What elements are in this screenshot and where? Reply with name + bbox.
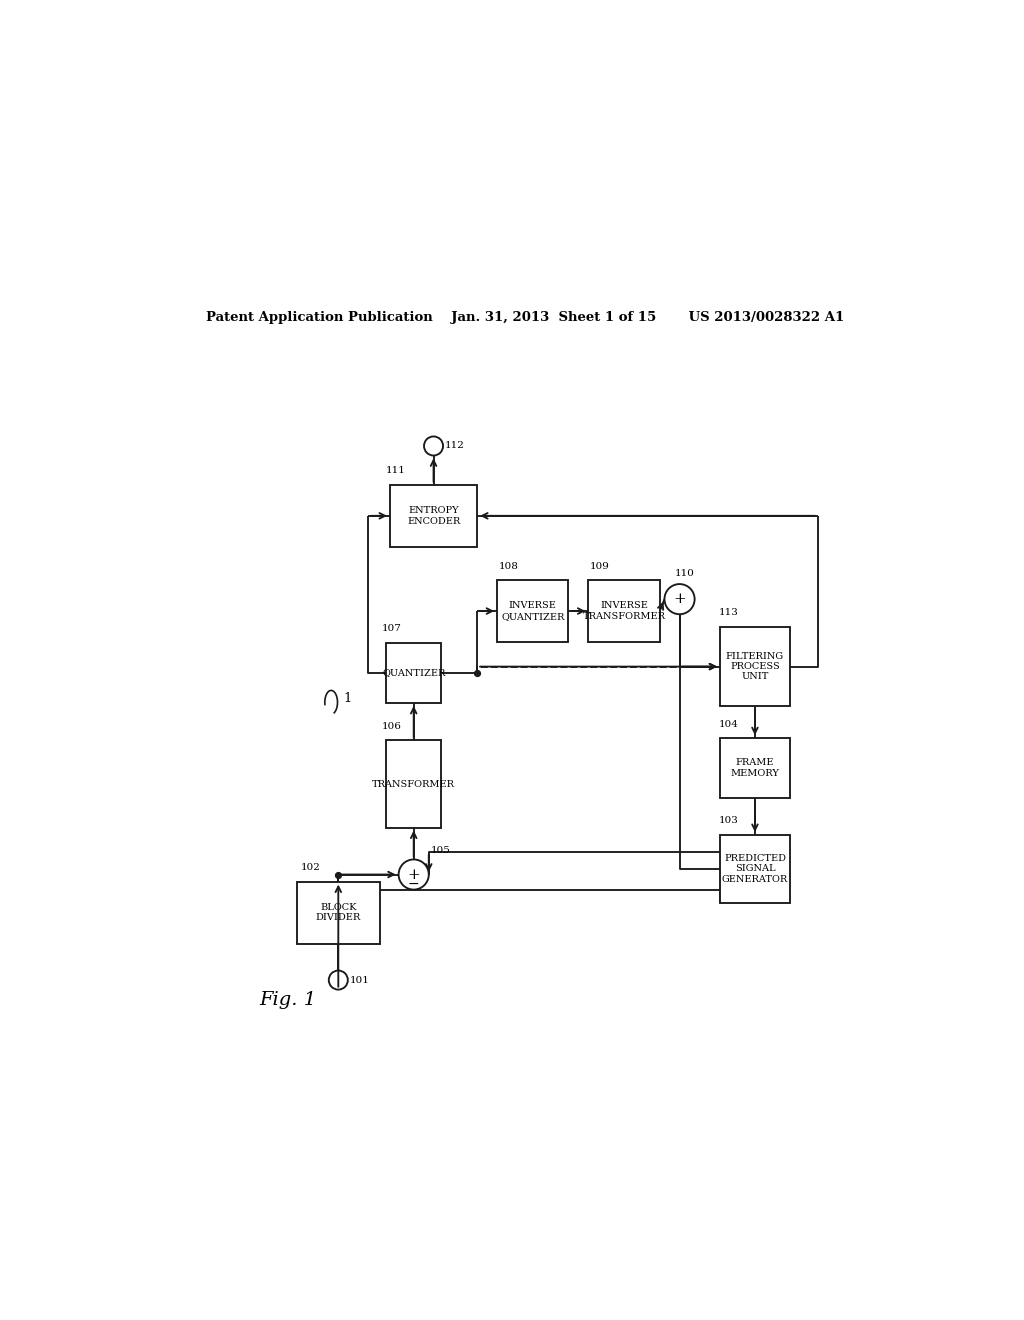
- Text: INVERSE
QUANTIZER: INVERSE QUANTIZER: [501, 602, 564, 620]
- Text: QUANTIZER: QUANTIZER: [382, 668, 445, 677]
- Bar: [386, 741, 441, 828]
- Text: Patent Application Publication    Jan. 31, 2013  Sheet 1 of 15       US 2013/002: Patent Application Publication Jan. 31, …: [206, 312, 844, 323]
- Text: 103: 103: [719, 816, 738, 825]
- Circle shape: [665, 583, 694, 614]
- Text: 101: 101: [349, 975, 370, 985]
- Bar: [386, 643, 441, 704]
- Text: INVERSE
TRANSFORMER: INVERSE TRANSFORMER: [583, 602, 666, 620]
- Text: 110: 110: [675, 569, 694, 578]
- Bar: [720, 627, 790, 706]
- Bar: [588, 579, 659, 642]
- Bar: [720, 738, 790, 799]
- Text: 113: 113: [719, 609, 738, 618]
- Bar: [720, 834, 790, 903]
- Text: PREDICTED
SIGNAL
GENERATOR: PREDICTED SIGNAL GENERATOR: [722, 854, 788, 884]
- Text: −: −: [408, 876, 420, 891]
- Text: 102: 102: [301, 863, 321, 873]
- Text: 108: 108: [499, 561, 518, 570]
- Circle shape: [329, 970, 348, 990]
- Text: BLOCK
DIVIDER: BLOCK DIVIDER: [315, 903, 360, 923]
- Text: TRANSFORMER: TRANSFORMER: [372, 780, 456, 788]
- Text: ENTROPY
ENCODER: ENTROPY ENCODER: [407, 506, 460, 525]
- Text: 111: 111: [386, 466, 406, 475]
- Text: Fig. 1: Fig. 1: [259, 991, 316, 1008]
- Text: 109: 109: [590, 561, 609, 570]
- Text: FILTERING
PROCESS
UNIT: FILTERING PROCESS UNIT: [726, 652, 784, 681]
- Text: 112: 112: [444, 441, 465, 450]
- Text: 107: 107: [382, 624, 401, 634]
- Circle shape: [424, 437, 443, 455]
- Bar: [497, 579, 568, 642]
- Text: 105: 105: [431, 846, 451, 854]
- Bar: [297, 882, 380, 944]
- Bar: [390, 484, 477, 546]
- Text: +: +: [673, 593, 686, 606]
- Text: 106: 106: [382, 722, 401, 731]
- Text: 104: 104: [719, 719, 738, 729]
- Text: 1: 1: [344, 692, 352, 705]
- Text: +: +: [408, 867, 420, 882]
- Circle shape: [398, 859, 429, 890]
- Text: FRAME
MEMORY: FRAME MEMORY: [730, 759, 779, 777]
